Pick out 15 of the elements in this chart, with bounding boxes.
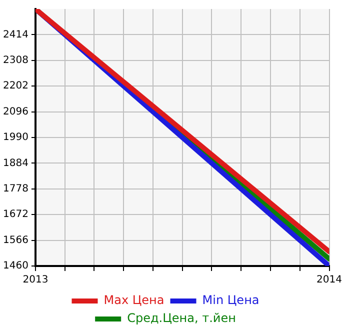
y-tick-label: 1884	[2, 158, 28, 169]
x-tick-label: 2014	[316, 274, 342, 286]
legend-label: Min Цена	[202, 293, 260, 308]
legend-label: Сред.Цена, т.йен	[127, 311, 236, 326]
y-tick-label: 1566	[2, 234, 28, 246]
y-tick-label: 1990	[2, 132, 28, 144]
legend-label: Max Цена	[104, 293, 164, 308]
x-tick-label: 2013	[22, 274, 48, 286]
y-tick-label: 2096	[2, 106, 28, 118]
y-tick-label: 1672	[2, 209, 28, 220]
y-tick-label: 2308	[2, 54, 28, 66]
y-tick-label: 2414	[2, 29, 28, 40]
y-tick-label: 1778	[2, 183, 28, 194]
y-tick-label: 1460	[2, 260, 28, 272]
y-tick-label: 2202	[2, 80, 28, 92]
